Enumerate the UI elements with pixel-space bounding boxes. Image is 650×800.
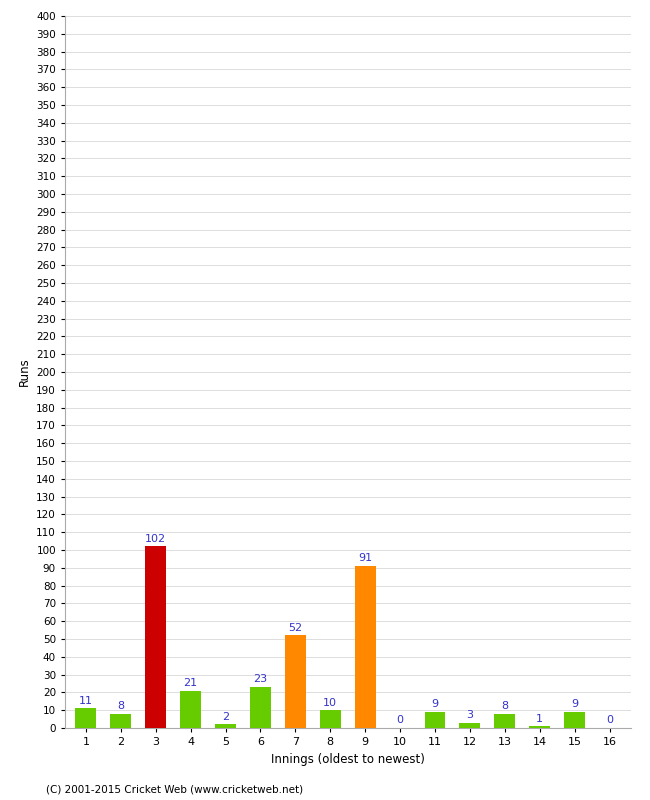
Bar bbox=[111, 714, 131, 728]
Text: 21: 21 bbox=[183, 678, 198, 688]
Bar bbox=[180, 690, 201, 728]
Text: 9: 9 bbox=[432, 699, 439, 710]
Text: (C) 2001-2015 Cricket Web (www.cricketweb.net): (C) 2001-2015 Cricket Web (www.cricketwe… bbox=[46, 784, 303, 794]
Text: 11: 11 bbox=[79, 696, 93, 706]
Y-axis label: Runs: Runs bbox=[18, 358, 31, 386]
Bar bbox=[355, 566, 376, 728]
Text: 102: 102 bbox=[145, 534, 166, 544]
Text: 52: 52 bbox=[289, 622, 302, 633]
Bar bbox=[75, 709, 96, 728]
Bar bbox=[215, 725, 236, 728]
Text: 8: 8 bbox=[501, 701, 508, 711]
Bar bbox=[285, 635, 306, 728]
Bar bbox=[146, 546, 166, 728]
Bar bbox=[529, 726, 550, 728]
Text: 2: 2 bbox=[222, 712, 229, 722]
Bar bbox=[564, 712, 585, 728]
Text: 8: 8 bbox=[117, 701, 124, 711]
Text: 91: 91 bbox=[358, 554, 372, 563]
Text: 1: 1 bbox=[536, 714, 543, 723]
Text: 0: 0 bbox=[396, 715, 404, 726]
Text: 10: 10 bbox=[323, 698, 337, 707]
Bar bbox=[320, 710, 341, 728]
Text: 0: 0 bbox=[606, 715, 613, 726]
Bar bbox=[250, 687, 271, 728]
Bar bbox=[424, 712, 445, 728]
Bar bbox=[495, 714, 515, 728]
Text: 9: 9 bbox=[571, 699, 578, 710]
X-axis label: Innings (oldest to newest): Innings (oldest to newest) bbox=[271, 753, 424, 766]
Text: 23: 23 bbox=[254, 674, 268, 684]
Text: 3: 3 bbox=[467, 710, 473, 720]
Bar bbox=[460, 722, 480, 728]
